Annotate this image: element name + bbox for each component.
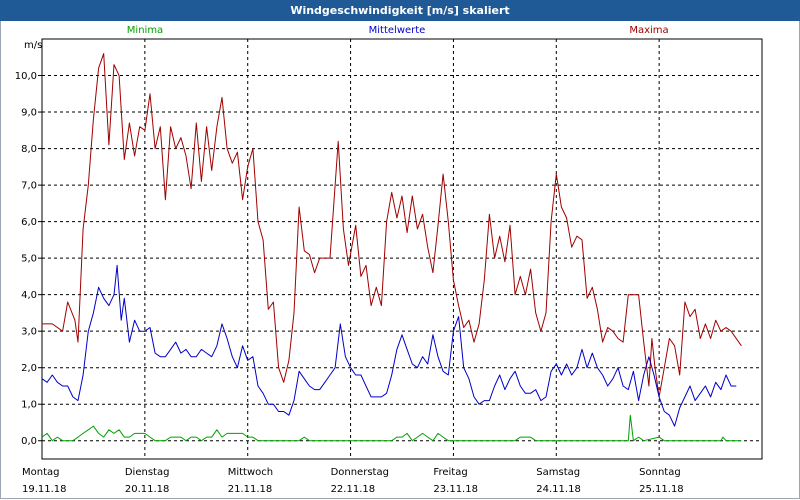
y-tick-label: 6,0 (21, 217, 37, 228)
x-tick-date: 21.11.18 (228, 484, 273, 495)
x-tick-day: Dienstag (125, 467, 170, 478)
x-tick-date: 19.11.18 (22, 484, 67, 495)
y-tick-label: 3,0 (21, 327, 37, 338)
x-tick-day: Montag (22, 467, 59, 478)
legend-item-mittelwerte: Mittelwerte (369, 25, 426, 36)
legend-item-minima: Minima (127, 25, 163, 36)
x-tick-date: 23.11.18 (433, 484, 478, 495)
x-tick-date: 24.11.18 (536, 484, 581, 495)
y-tick-label: 1,0 (21, 400, 37, 411)
x-tick-day: Donnerstag (331, 467, 389, 478)
x-tick-date: 25.11.18 (639, 484, 684, 495)
x-tick-date: 20.11.18 (125, 484, 170, 495)
y-axis: 0,0 1,0 2,0 3,0 4,0 5,0 6,0 7,0 8,0 9,0 10,0 (15, 71, 42, 447)
x-tick-day: Samstag (536, 467, 580, 478)
x-tick-day: Freitag (433, 467, 467, 478)
y-tick-label: 9,0 (21, 108, 37, 119)
plot-area (42, 39, 762, 459)
x-tick-date: 22.11.18 (331, 484, 376, 495)
x-tick-day: Mittwoch (228, 467, 273, 478)
y-tick-label: 8,0 (21, 144, 37, 155)
y-tick-label: 7,0 (21, 181, 37, 192)
y-axis-label: m/s (24, 40, 42, 51)
x-tick-day: Sonntag (639, 467, 681, 478)
legend-item-maxima: Maxima (629, 25, 668, 36)
y-tick-label: 5,0 (21, 254, 37, 265)
y-tick-label: 4,0 (21, 290, 37, 301)
x-axis: Montag 19.11.18 Dienstag 20.11.18 Mittwoch 21… (22, 467, 684, 495)
y-tick-label: 2,0 (21, 363, 37, 374)
y-tick-label: 10,0 (15, 71, 37, 82)
legend: Minima Mittelwerte Maxima (127, 25, 669, 36)
y-tick-label: 0,0 (21, 436, 37, 447)
